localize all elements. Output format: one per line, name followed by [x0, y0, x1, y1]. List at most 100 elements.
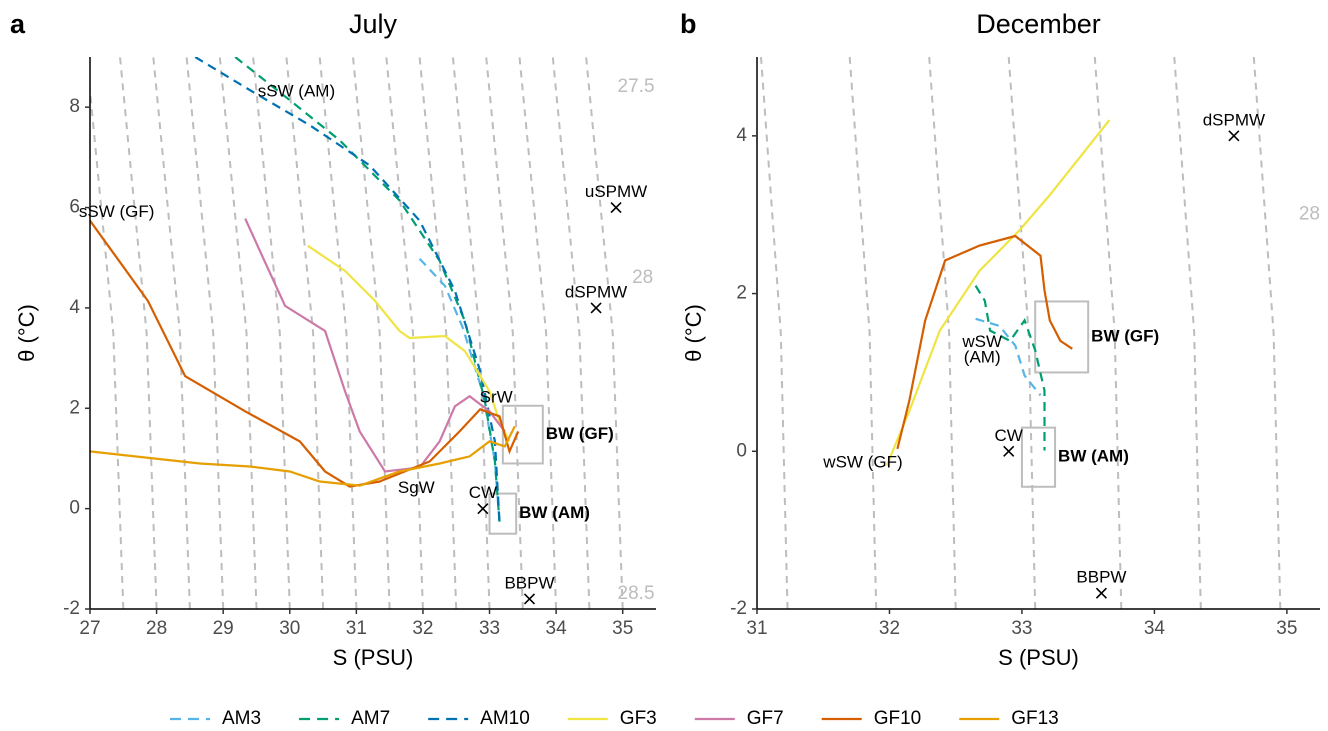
isopycnal [1173, 57, 1202, 609]
point-label: dSPMW [565, 282, 627, 301]
isopycnal [218, 57, 258, 609]
y-tick-label: 0 [69, 498, 80, 519]
box-label: BW (GF) [546, 424, 614, 443]
isopycnal [152, 57, 191, 609]
x-tick-label: 33 [1011, 618, 1032, 639]
water-mass-label: sSW (GF) [79, 202, 155, 221]
point-label: CW [995, 426, 1023, 445]
x-tick-label: 28 [146, 618, 167, 639]
y-tick-label: 2 [736, 283, 747, 304]
x-tick-label: 32 [412, 618, 433, 639]
y-tick-label: 4 [736, 125, 747, 146]
profile-line [896, 234, 1073, 450]
water-mass-box [488, 492, 518, 535]
isopycnal [385, 57, 424, 609]
isopycnal [90, 80, 125, 609]
isopycnal [352, 57, 391, 609]
isopycnal [848, 57, 878, 609]
isopycnal-label: 28.5 [618, 583, 655, 604]
isopycnal-label: 28 [1299, 204, 1320, 225]
x-tick-label: 34 [546, 618, 568, 639]
legend-label: GF3 [620, 708, 657, 729]
water-mass-label: (AM) [964, 348, 1001, 367]
x-tick-label: 29 [213, 618, 234, 639]
y-tick-label: 8 [69, 96, 80, 117]
isopycnal [1252, 57, 1282, 609]
isopycnal [451, 57, 491, 609]
isopycnal [518, 57, 558, 609]
x-axis-label: S (PSU) [333, 645, 414, 670]
x-tick-label: 31 [346, 618, 367, 639]
profile-line [194, 57, 501, 522]
legend-label: GF10 [874, 708, 922, 729]
legend-label: AM7 [351, 708, 390, 729]
panel-letter: b [680, 9, 697, 39]
chart-title: December [976, 9, 1101, 39]
x-axis-label: S (PSU) [998, 645, 1079, 670]
y-axis-label: θ (°C) [14, 304, 39, 362]
isopycnal [318, 57, 358, 609]
profile-line [307, 244, 511, 442]
box-label: BW (AM) [1058, 447, 1129, 466]
isopycnal-label: 27.5 [618, 76, 655, 97]
x-tick-label: 31 [746, 618, 767, 639]
x-tick-label: 32 [879, 618, 900, 639]
isopycnal [418, 57, 458, 609]
y-tick-label: 6 [69, 197, 80, 218]
water-mass-label: sSW (AM) [258, 82, 335, 101]
isopycnal-label: 28 [632, 267, 653, 288]
profile-line [975, 317, 1042, 396]
y-tick-label: 0 [736, 440, 747, 461]
water-mass-label: wSW (GF) [822, 453, 902, 472]
water-mass-point [1228, 130, 1240, 142]
legend-label: AM3 [222, 708, 261, 729]
water-mass-box [501, 404, 544, 465]
water-mass-point [477, 503, 489, 515]
x-tick-label: 30 [279, 618, 300, 639]
panel-letter: a [10, 9, 26, 39]
water-mass-box [1034, 300, 1090, 374]
point-label: dSPMW [1203, 110, 1265, 129]
profile-line [90, 425, 516, 487]
water-mass-label: SrW [480, 388, 513, 407]
box-label: BW (AM) [519, 503, 590, 522]
profile-line [974, 285, 1046, 451]
chart-title: July [349, 9, 398, 39]
box-label: BW (GF) [1091, 326, 1159, 345]
y-tick-label: 4 [69, 297, 80, 318]
isopycnal [1007, 57, 1037, 609]
isopycnal [185, 57, 225, 609]
water-mass-point [610, 201, 622, 214]
isopycnal [760, 57, 789, 609]
profile-line [885, 119, 1111, 466]
water-mass-label: SgW [398, 478, 435, 497]
plot-area: 27.5 28 28.5 [90, 57, 655, 609]
point-label: uSPMW [585, 182, 647, 201]
x-tick-label: 35 [1276, 618, 1297, 639]
isopycnal [928, 57, 957, 609]
point-label: BBPW [504, 573, 554, 592]
water-mass-point [523, 593, 536, 605]
point-label: CW [469, 483, 497, 502]
isopycnal [285, 57, 325, 609]
isopycnal [1093, 57, 1123, 609]
legend-label: AM10 [480, 708, 530, 729]
legend-label: GF13 [1011, 708, 1059, 729]
x-tick-label: 27 [79, 618, 100, 639]
x-tick-label: 35 [612, 618, 633, 639]
isopycnal [585, 57, 624, 609]
y-axis-label: θ (°C) [681, 304, 706, 362]
water-mass-point [1095, 587, 1107, 599]
isopycnal [551, 57, 591, 609]
y-tick-label: -2 [63, 598, 80, 619]
isopycnal [119, 57, 158, 609]
plot-area: 28 [760, 57, 1320, 609]
legend-label: GF7 [747, 708, 784, 729]
point-label: BBPW [1076, 568, 1126, 587]
x-tick-label: 33 [479, 618, 500, 639]
profile-line [90, 219, 520, 488]
profile-line [234, 57, 501, 522]
x-tick-label: 34 [1144, 618, 1166, 639]
y-tick-label: 2 [69, 397, 80, 418]
